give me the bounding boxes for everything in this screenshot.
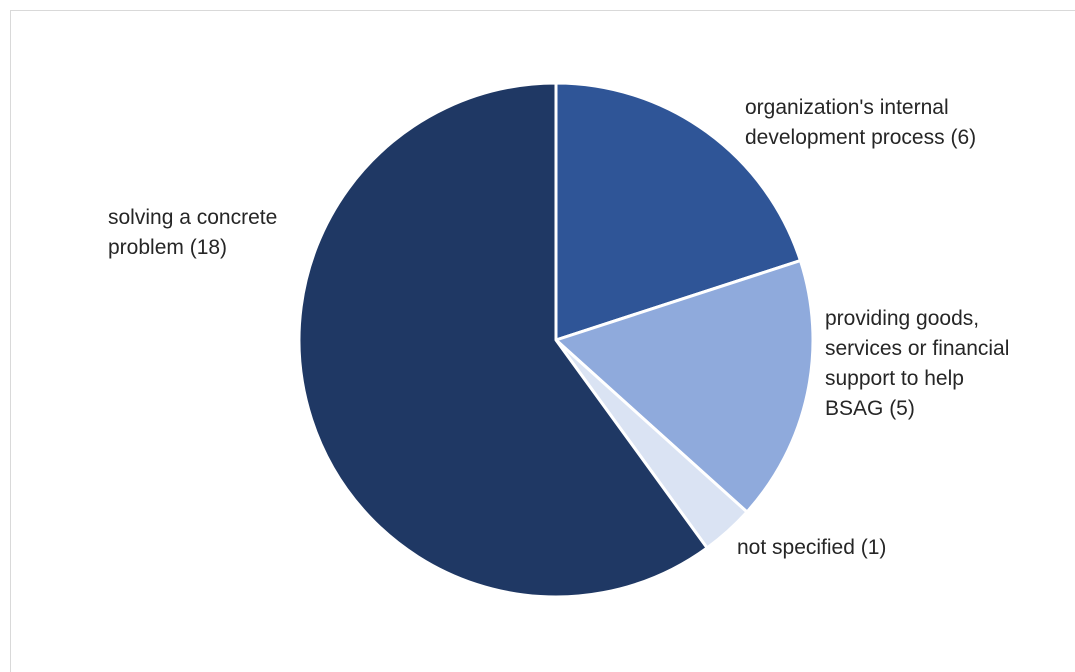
slice-label: providing goods, services or financial sup… [825, 307, 1009, 420]
slice-label-line: development process (6) [745, 126, 976, 149]
pie-labels: organization's internal development proce… [108, 96, 1009, 559]
slice-label-line: organization's internal [745, 96, 949, 119]
slice-label-line: providing goods, [825, 307, 979, 330]
slice-label-line: support to help [825, 367, 964, 390]
slice-label-line: BSAG (5) [825, 397, 915, 420]
slice-label-line: solving a concrete [108, 206, 277, 229]
slice-label-line: problem (18) [108, 236, 227, 259]
chart-frame [10, 10, 1075, 672]
slice-label: organization's internal development proce… [745, 96, 976, 149]
slice-label: solving a concrete problem (18) [108, 206, 277, 259]
slice-label: not specified (1) [737, 536, 886, 559]
slice-label-line: services or financial [825, 337, 1009, 360]
pie-slice [554, 259, 815, 514]
slice-label-line: not specified (1) [737, 536, 886, 559]
pie-slices [297, 81, 815, 599]
pie-slice [297, 81, 709, 599]
pie-slice [554, 81, 802, 342]
